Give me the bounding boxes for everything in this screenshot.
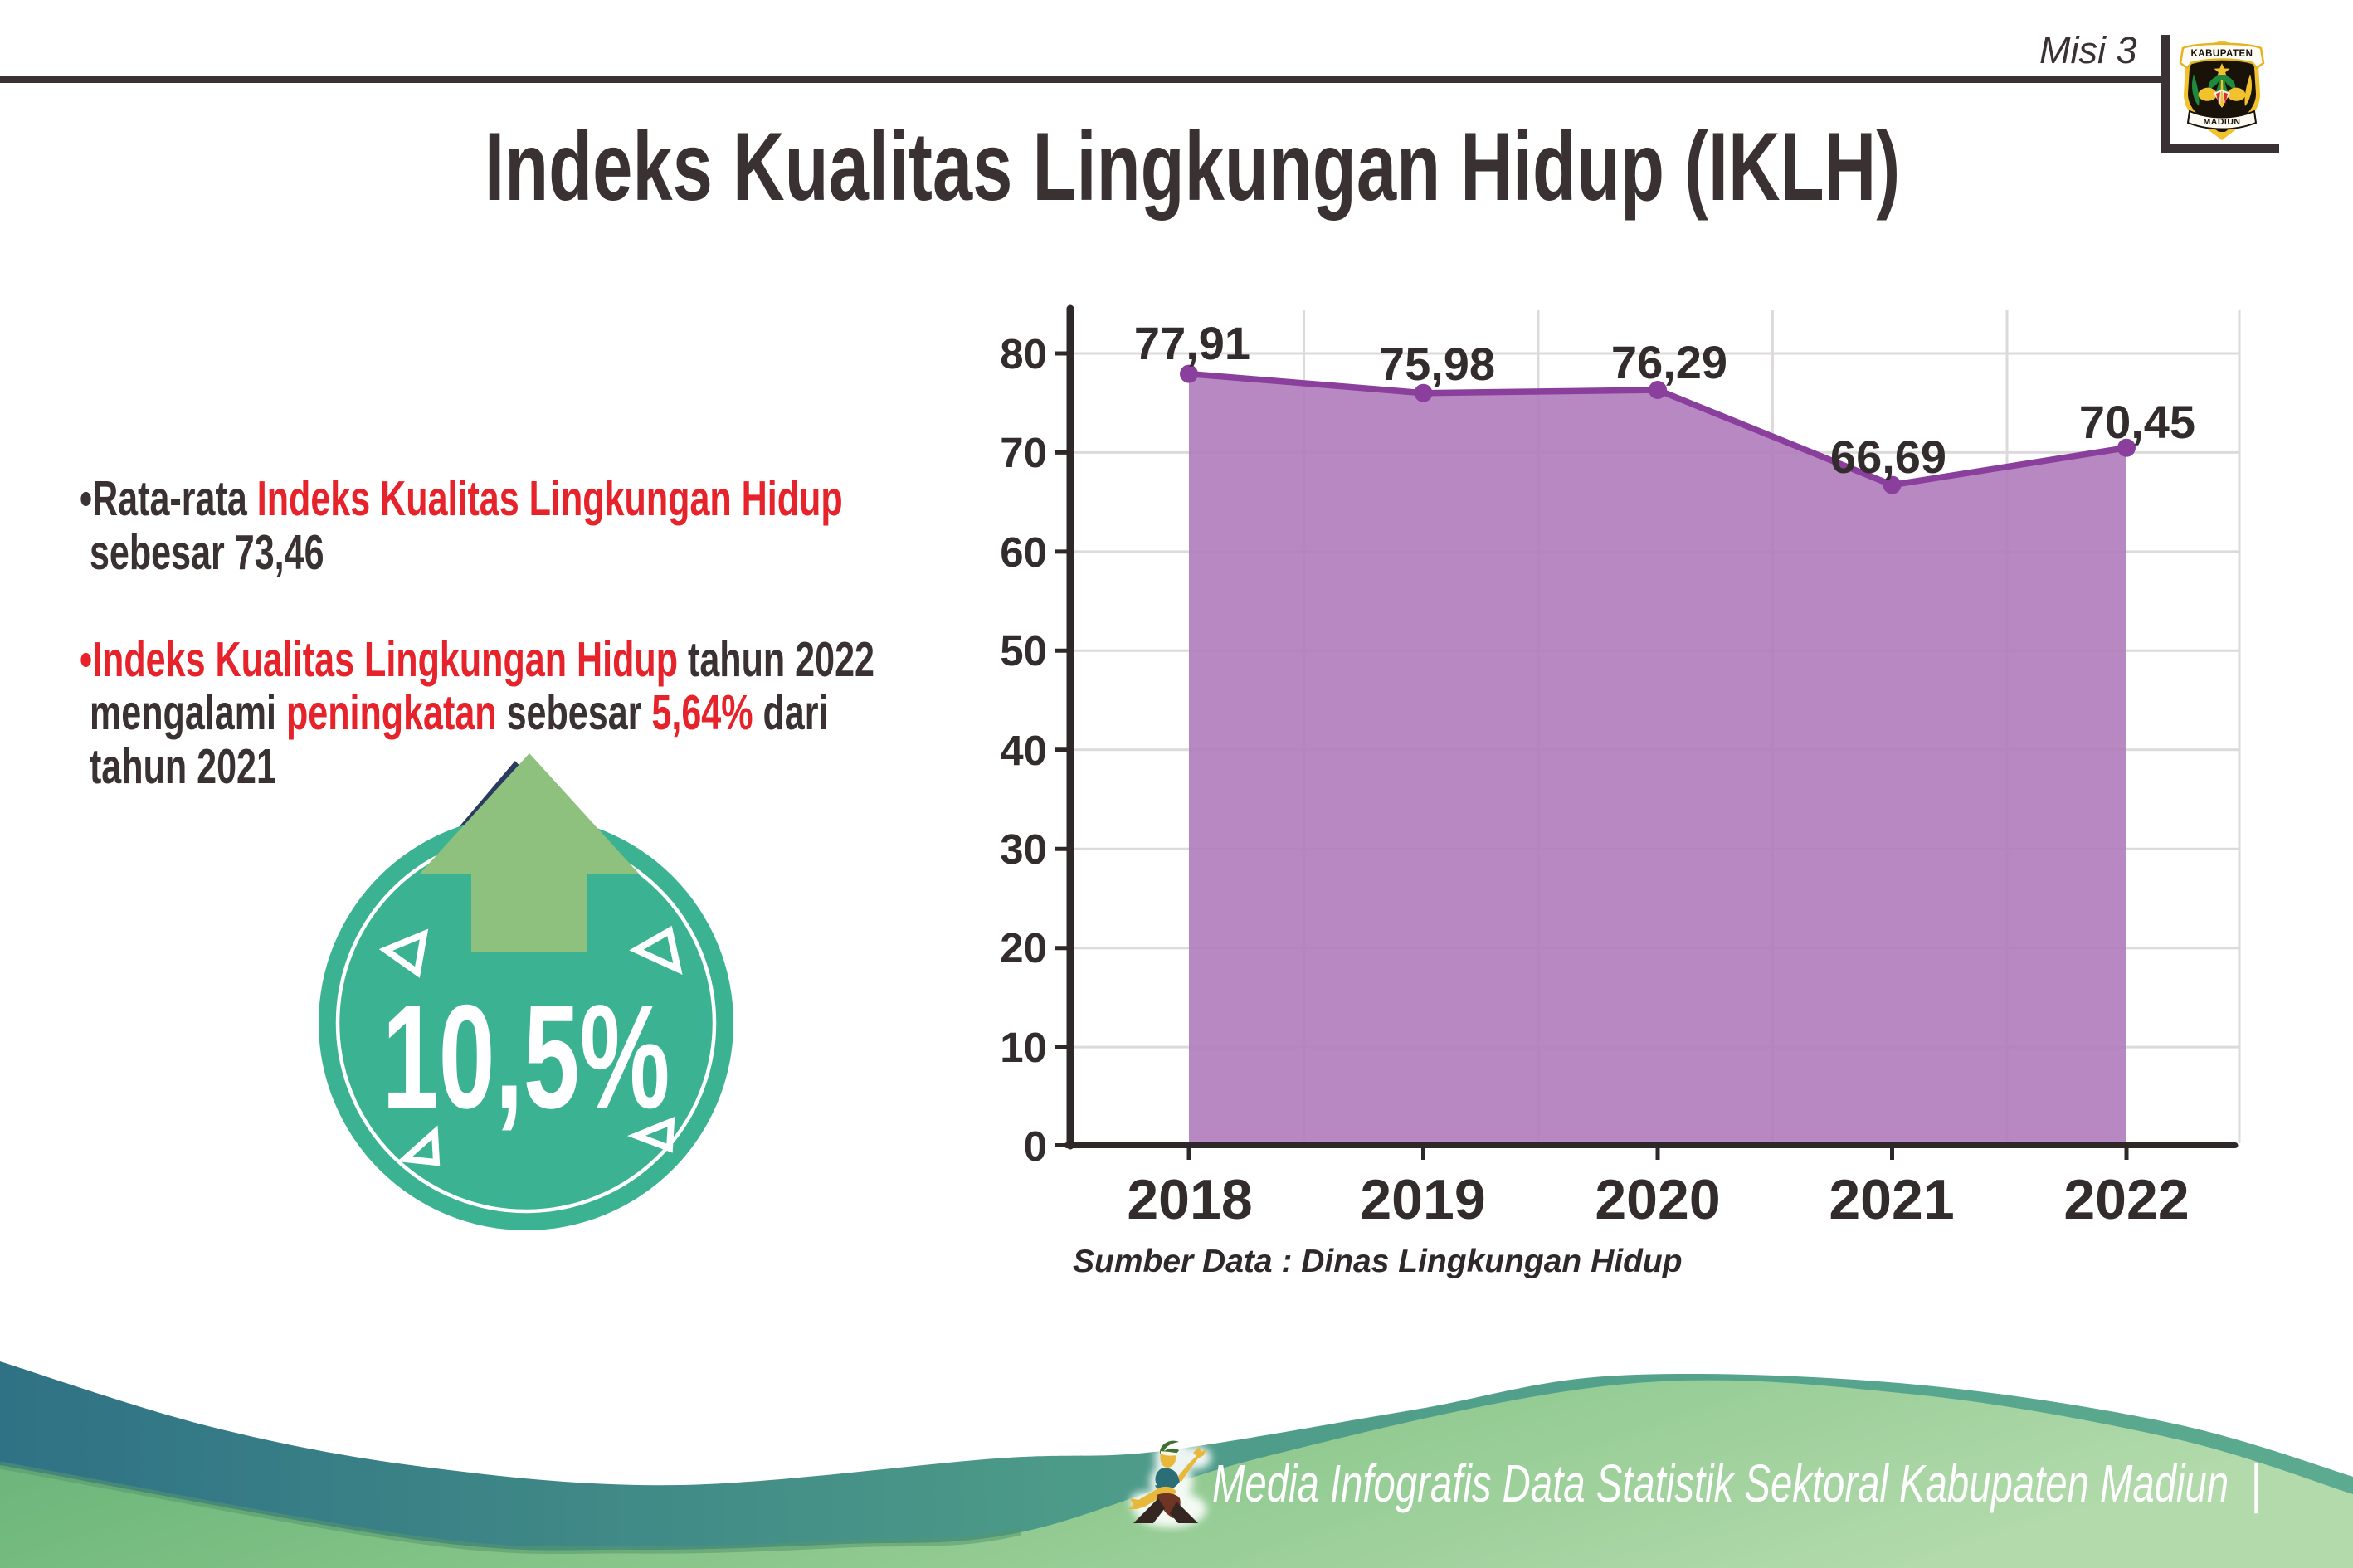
svg-text:66,69: 66,69: [1830, 431, 1946, 483]
svg-text:10: 10: [1000, 1024, 1047, 1071]
svg-text:70,45: 70,45: [2079, 396, 2195, 448]
svg-text:10,5%: 10,5%: [382, 974, 670, 1139]
svg-text:2021: 2021: [1829, 1168, 1954, 1231]
svg-text:20: 20: [1000, 924, 1047, 971]
svg-text:75,98: 75,98: [1379, 338, 1495, 390]
svg-text:KABUPATEN: KABUPATEN: [2191, 49, 2253, 59]
svg-text:MADIUN: MADIUN: [2204, 117, 2241, 127]
svg-text:50: 50: [1000, 627, 1047, 674]
svg-text:60: 60: [1000, 528, 1047, 576]
svg-text:0: 0: [1024, 1122, 1047, 1170]
svg-text:40: 40: [1000, 727, 1047, 774]
svg-text:76,29: 76,29: [1611, 336, 1727, 388]
svg-text:Sumber Data : Dinas Lingkungan: Sumber Data : Dinas Lingkungan Hidup: [1073, 1244, 1683, 1279]
svg-text:2018: 2018: [1127, 1168, 1252, 1231]
svg-text:2020: 2020: [1595, 1168, 1720, 1231]
svg-text:30: 30: [1000, 825, 1047, 873]
svg-text:2022: 2022: [2063, 1168, 2189, 1231]
svg-text:2019: 2019: [1360, 1168, 1485, 1231]
svg-text:80: 80: [1000, 330, 1047, 377]
svg-text:77,91: 77,91: [1134, 317, 1250, 369]
svg-text:70: 70: [1000, 429, 1047, 476]
